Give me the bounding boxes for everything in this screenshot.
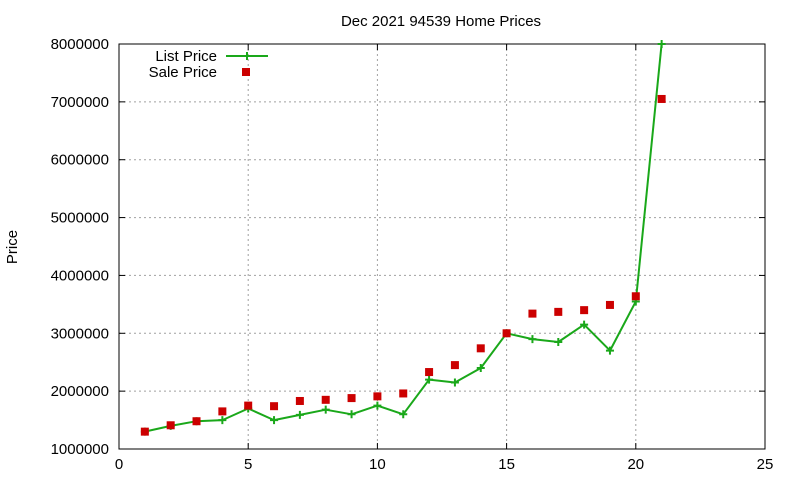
sale-price-point — [657, 94, 666, 103]
sale-price-point — [476, 344, 485, 353]
grid — [119, 44, 765, 449]
series-sale-price — [140, 94, 666, 436]
sale-price-point — [166, 421, 175, 430]
legend-marker-list-price — [243, 52, 251, 60]
axis-ticks — [118, 43, 766, 450]
sale-price-point — [554, 307, 563, 316]
series — [140, 40, 666, 436]
x-tick-label: 5 — [244, 456, 252, 473]
sale-price-point — [425, 368, 434, 377]
sale-price-point — [502, 329, 511, 338]
list-price-point — [580, 320, 589, 329]
list-price-point — [218, 416, 227, 425]
x-tick-labels: 0 5 10 15 20 25 — [115, 456, 774, 473]
y-tick-label: 6000000 — [51, 152, 109, 169]
y-tick-label: 7000000 — [51, 94, 109, 111]
list-price-point — [295, 410, 304, 419]
x-tick-label: 25 — [757, 456, 774, 473]
list-price-point — [347, 410, 356, 419]
legend-label-sale-price: Sale Price — [149, 64, 217, 81]
sale-price-point — [580, 306, 589, 315]
list-price-point — [657, 40, 666, 48]
sale-price-point — [347, 394, 356, 403]
y-tick-labels: 1000000 2000000 3000000 4000000 5000000 60000… — [51, 36, 109, 458]
plot-frame — [118, 43, 766, 450]
y-tick-label: 8000000 — [51, 36, 109, 53]
list-price-point — [554, 337, 563, 346]
x-tick-label: 20 — [627, 456, 644, 473]
x-tick-label: 0 — [115, 456, 123, 473]
sale-price-point — [373, 392, 382, 401]
series-list-price — [140, 40, 666, 436]
list-price-point — [476, 364, 485, 372]
sale-price-point — [218, 407, 227, 416]
y-tick-label: 3000000 — [51, 325, 109, 342]
sale-price-point — [321, 395, 330, 404]
list-price-point — [270, 416, 279, 425]
y-tick-label: 5000000 — [51, 210, 109, 227]
list-price-point — [528, 335, 537, 344]
x-tick-label: 10 — [369, 456, 386, 473]
y-tick-label: 4000000 — [51, 267, 109, 284]
list-price-point — [605, 346, 614, 355]
sale-price-point — [270, 402, 279, 411]
chart-title: Dec 2021 94539 Home Prices — [341, 13, 541, 30]
legend-label-list-price: List Price — [155, 48, 217, 65]
sale-price-point — [192, 417, 201, 426]
legend: List Price Sale Price — [149, 48, 268, 81]
list-price-point — [399, 410, 408, 419]
list-price-point — [373, 401, 382, 410]
sale-price-point — [140, 427, 149, 436]
sale-price-point — [295, 396, 304, 405]
sale-price-point — [528, 309, 537, 318]
sale-price-point — [450, 361, 459, 370]
list-price-point — [450, 378, 459, 387]
list-price-point — [425, 375, 434, 384]
sale-price-point — [605, 300, 614, 309]
sale-price-point — [631, 292, 640, 301]
sale-price-point — [399, 389, 408, 398]
y-axis-label: Price — [4, 230, 21, 264]
legend-marker-sale-price — [242, 68, 250, 76]
y-tick-label: 2000000 — [51, 383, 109, 400]
y-tick-label: 1000000 — [51, 441, 109, 458]
list-price-point — [321, 405, 330, 414]
x-tick-label: 15 — [498, 456, 515, 473]
sale-price-point — [244, 401, 253, 410]
